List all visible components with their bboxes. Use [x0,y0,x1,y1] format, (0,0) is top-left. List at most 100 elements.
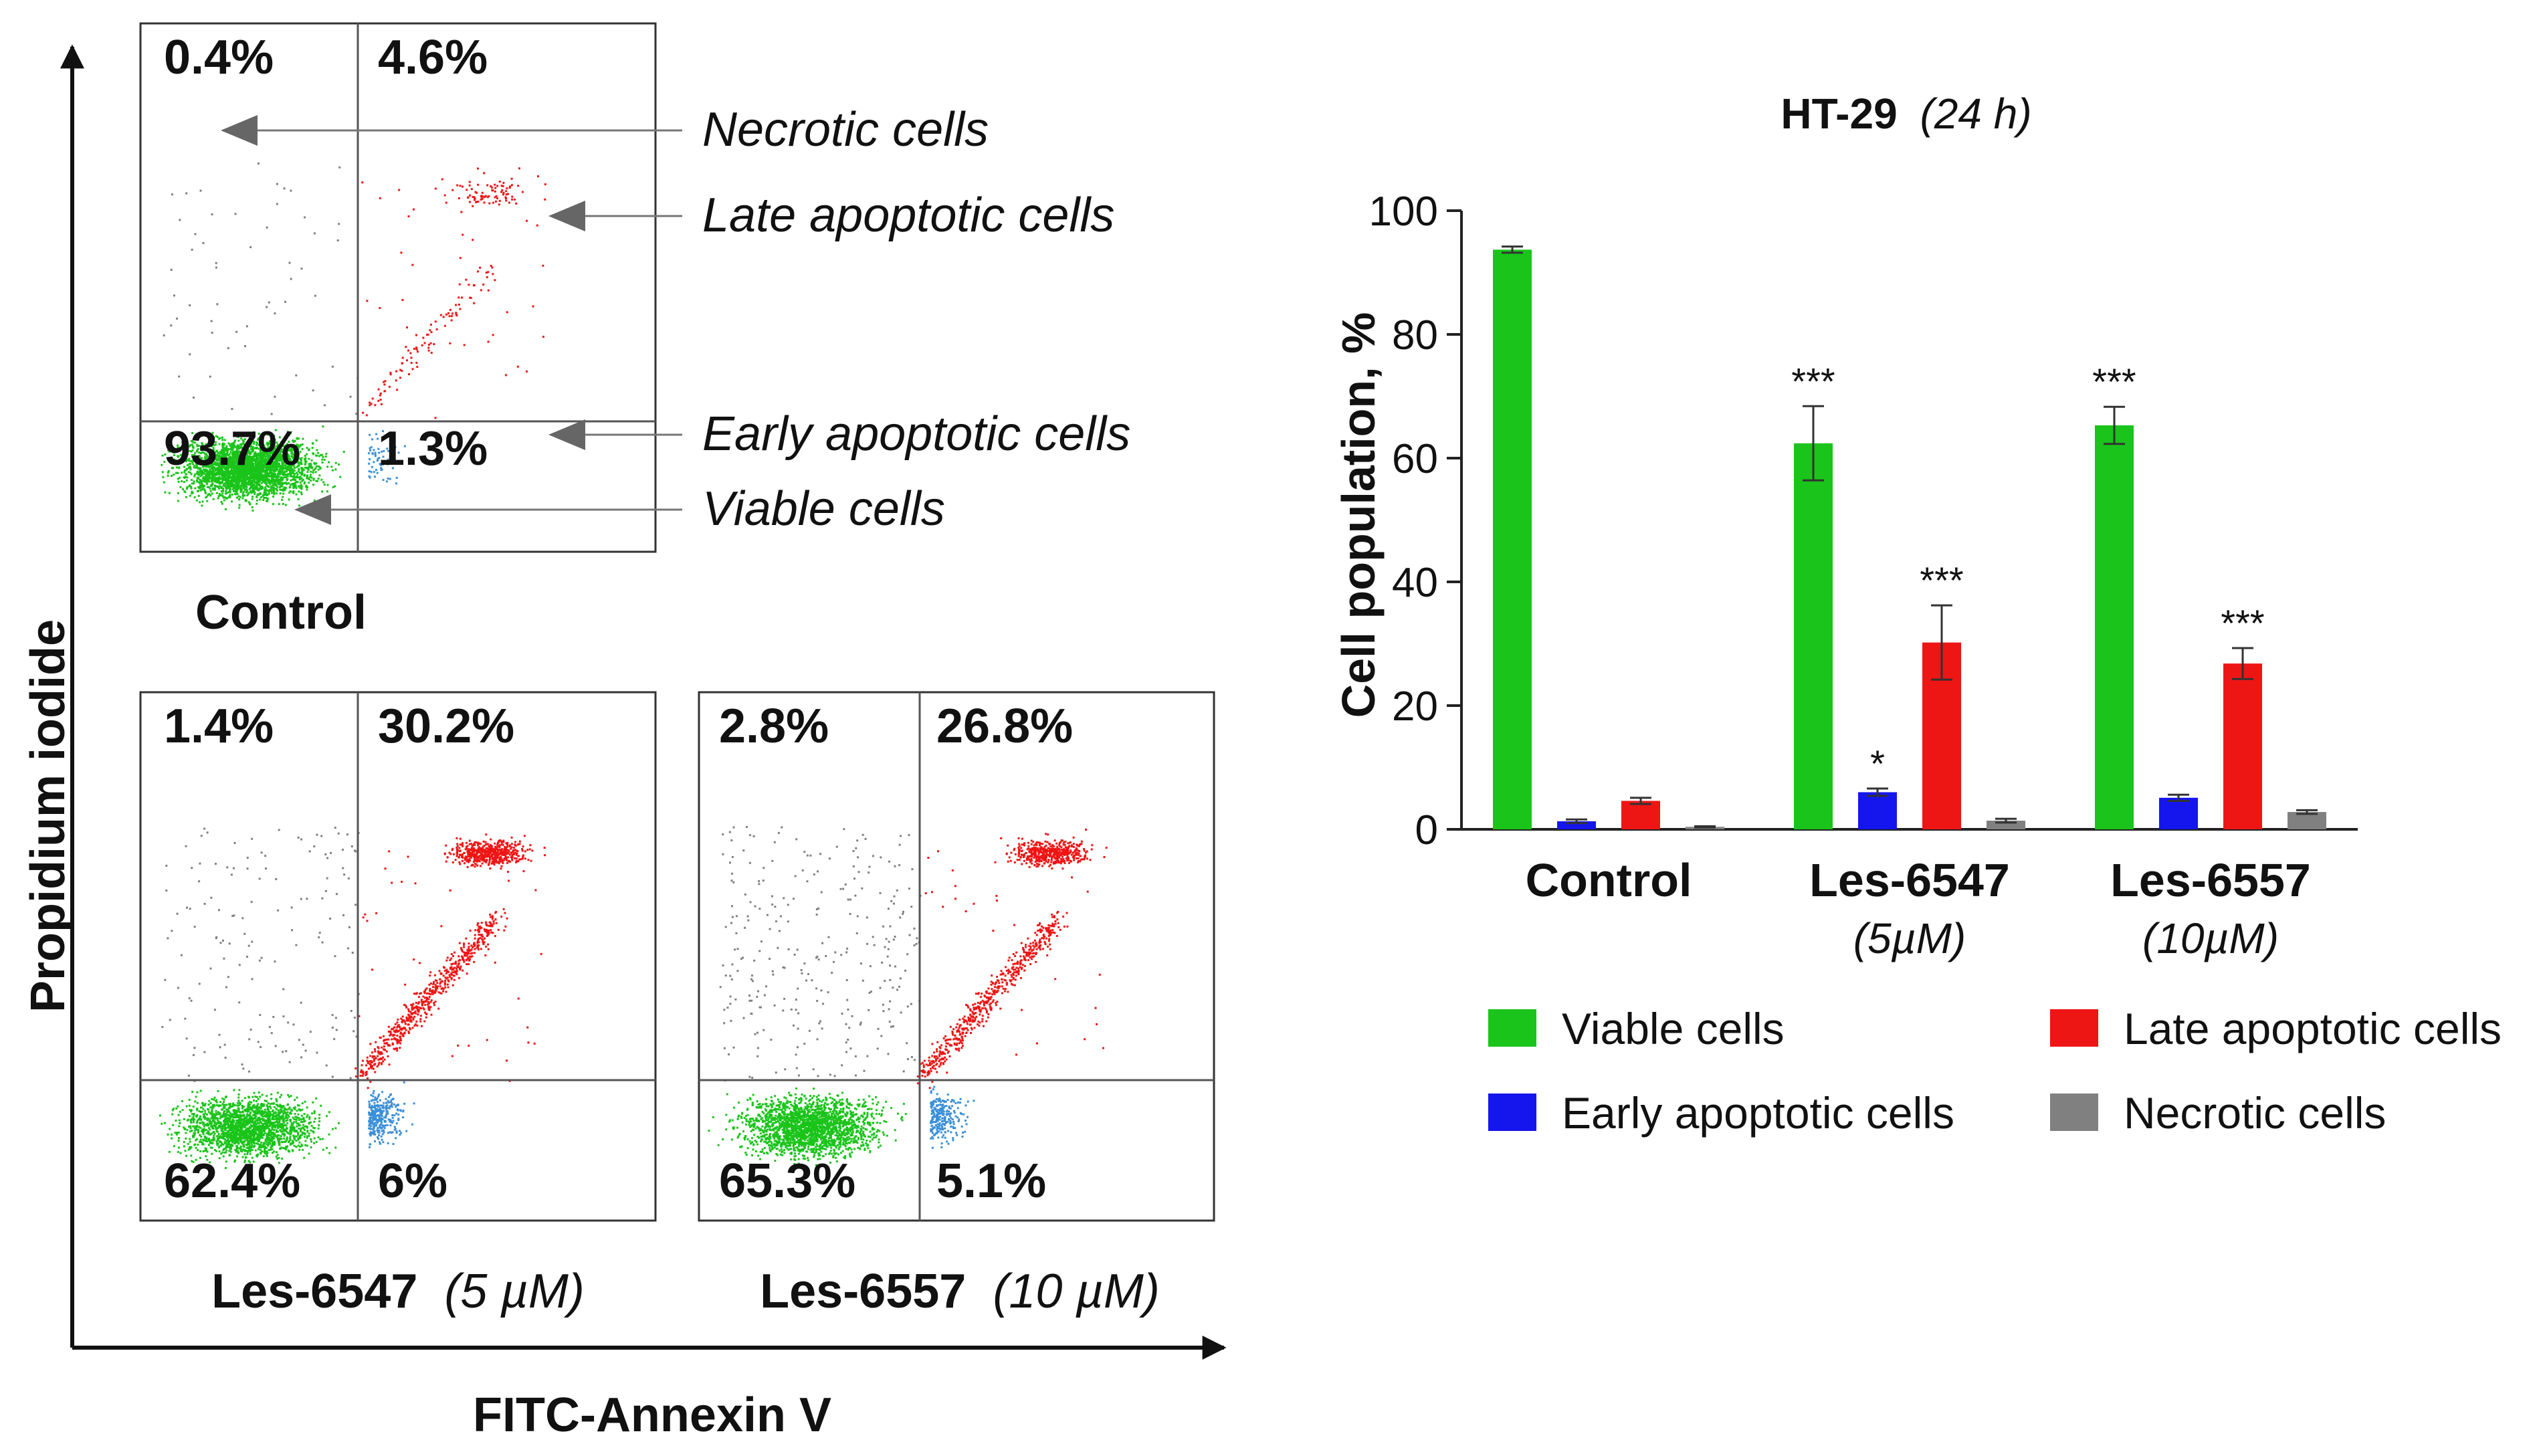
event-dot [229,496,231,499]
event-dot [310,1138,312,1141]
event-dot [292,441,295,443]
event-dot [266,497,269,500]
event-dot [233,441,236,443]
event-dot [196,1091,199,1094]
event-dot [239,460,242,463]
event-dot [253,481,256,484]
event-dot [210,454,213,457]
event-dot [324,455,327,458]
event-dot [210,485,213,488]
event-dot [286,449,288,452]
event-dot [274,475,276,478]
event-dot [214,451,217,453]
event-dot [263,479,266,482]
event-dot [260,452,262,455]
event-dot [207,1127,210,1130]
event-dot [239,472,242,474]
event-dot [170,268,173,271]
event-dot [282,472,285,475]
event-dot [227,486,229,489]
event-dot [269,1112,272,1115]
event-dot [304,481,306,484]
event-dot [227,347,229,350]
event-dot [183,465,186,468]
event-dot [300,1127,302,1130]
event-dot [395,482,398,485]
event-dot [226,485,229,488]
event-dot [216,1144,219,1146]
event-dot [238,464,241,467]
event-dot [219,455,222,457]
event-dot [298,1137,301,1140]
event-dot [243,490,245,493]
event-dot [260,1107,262,1110]
event-dot [294,479,297,482]
event-dot [468,181,471,183]
event-dot [205,465,207,468]
event-dot [278,449,280,451]
event-dot [214,468,217,471]
event-dot [421,344,423,346]
event-dot [447,312,450,314]
event-dot [286,1127,288,1130]
event-dot [450,315,453,318]
event-dot [186,1129,189,1132]
event-dot [298,1127,300,1130]
event-dot [310,459,313,461]
event-dot [261,1094,264,1096]
event-dot [177,446,179,449]
event-dot [256,485,258,488]
event-dot [205,443,207,445]
event-dot [525,370,528,373]
event-dot [206,469,209,472]
event-dot [262,466,264,469]
event-dot [266,452,269,455]
event-dot [282,477,284,480]
event-dot [248,451,251,453]
event-dot [300,467,303,470]
event-dot [272,437,275,440]
event-dot [278,455,281,458]
event-dot [487,340,490,343]
event-dot [237,498,240,501]
event-dot [222,466,225,469]
event-dot [240,1141,243,1144]
event-dot [225,448,227,451]
event-dot [245,475,247,478]
event-dot [245,474,248,476]
event-dot [203,478,206,480]
event-dot [241,459,243,462]
event-dot [270,1107,272,1110]
event-dot [241,497,244,500]
event-dot [230,463,233,465]
event-dot [225,453,228,456]
event-dot [253,493,256,496]
event-dot [495,200,498,203]
event-dot [221,442,224,445]
event-dot [226,467,229,470]
event-dot [212,1106,215,1109]
event-dot [270,1098,273,1100]
event-dot [274,438,276,441]
event-dot [298,1119,300,1122]
event-dot [407,373,410,376]
event-dot [472,205,474,207]
event-dot [265,483,268,486]
event-dot [473,284,476,287]
event-dot [210,467,213,470]
event-dot [225,472,228,474]
event-dot [248,1104,251,1106]
event-dot [272,443,275,446]
event-dot [370,471,373,474]
event-dot [245,325,248,328]
event-dot [299,458,302,461]
event-dot [206,476,209,479]
event-dot [212,477,215,480]
event-dot [273,488,276,491]
event-dot [229,445,232,447]
event-dot [209,472,212,474]
event-dot [289,1111,292,1114]
event-dot [215,1130,218,1132]
event-dot [260,1111,262,1114]
event-dot [267,475,270,478]
